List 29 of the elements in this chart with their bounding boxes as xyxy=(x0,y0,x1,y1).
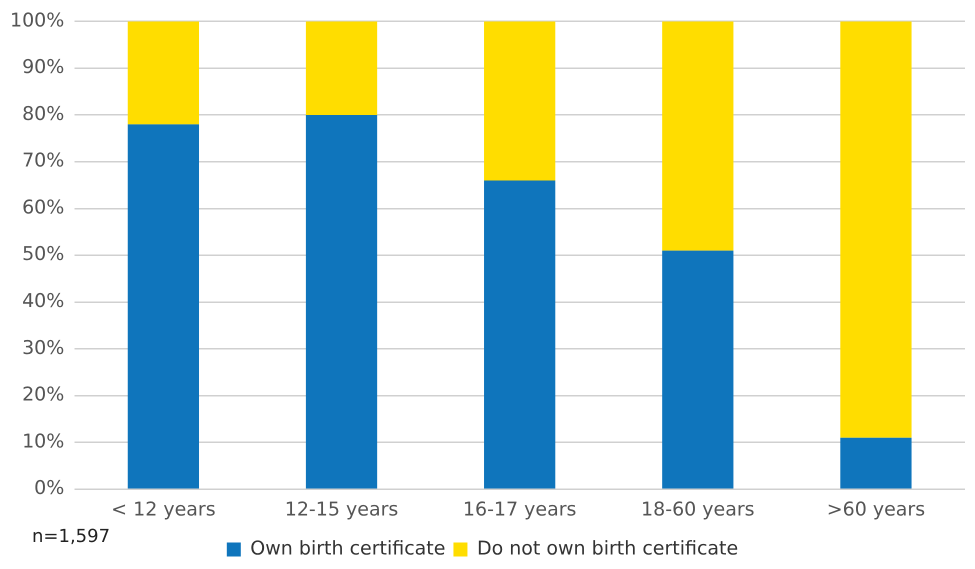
y-tick-label: 10% xyxy=(22,430,64,452)
x-tick-label: 16-17 years xyxy=(462,498,576,521)
y-tick-label: 30% xyxy=(22,336,64,359)
bar xyxy=(840,438,912,488)
bar xyxy=(840,21,912,438)
y-tick-label: 90% xyxy=(22,56,64,78)
x-tick-label: < 12 years xyxy=(111,498,216,521)
x-tick-label: 18-60 years xyxy=(641,498,755,521)
y-tick-label: 80% xyxy=(22,102,64,125)
bar xyxy=(128,21,200,124)
legend-label: Do not own birth certificate xyxy=(476,537,738,560)
bar xyxy=(484,21,556,180)
y-tick-label: 0% xyxy=(34,477,64,500)
x-tick-label: 12-15 years xyxy=(284,498,398,521)
x-tick-label: >60 years xyxy=(826,498,926,521)
bar xyxy=(306,21,378,115)
y-tick-label: 40% xyxy=(22,290,64,312)
y-tick-label: 100% xyxy=(10,9,64,32)
y-tick-label: 70% xyxy=(22,150,64,172)
y-tick-label: 60% xyxy=(22,196,64,218)
bar xyxy=(662,250,734,488)
bar xyxy=(128,124,200,488)
y-tick-label: 50% xyxy=(22,243,64,266)
text: n=1,597 xyxy=(32,526,110,547)
legend-label: Own birth certificate xyxy=(250,537,446,560)
bar xyxy=(306,114,378,488)
y-tick-label: 20% xyxy=(22,384,64,406)
bar xyxy=(484,180,556,488)
bar xyxy=(662,21,734,251)
